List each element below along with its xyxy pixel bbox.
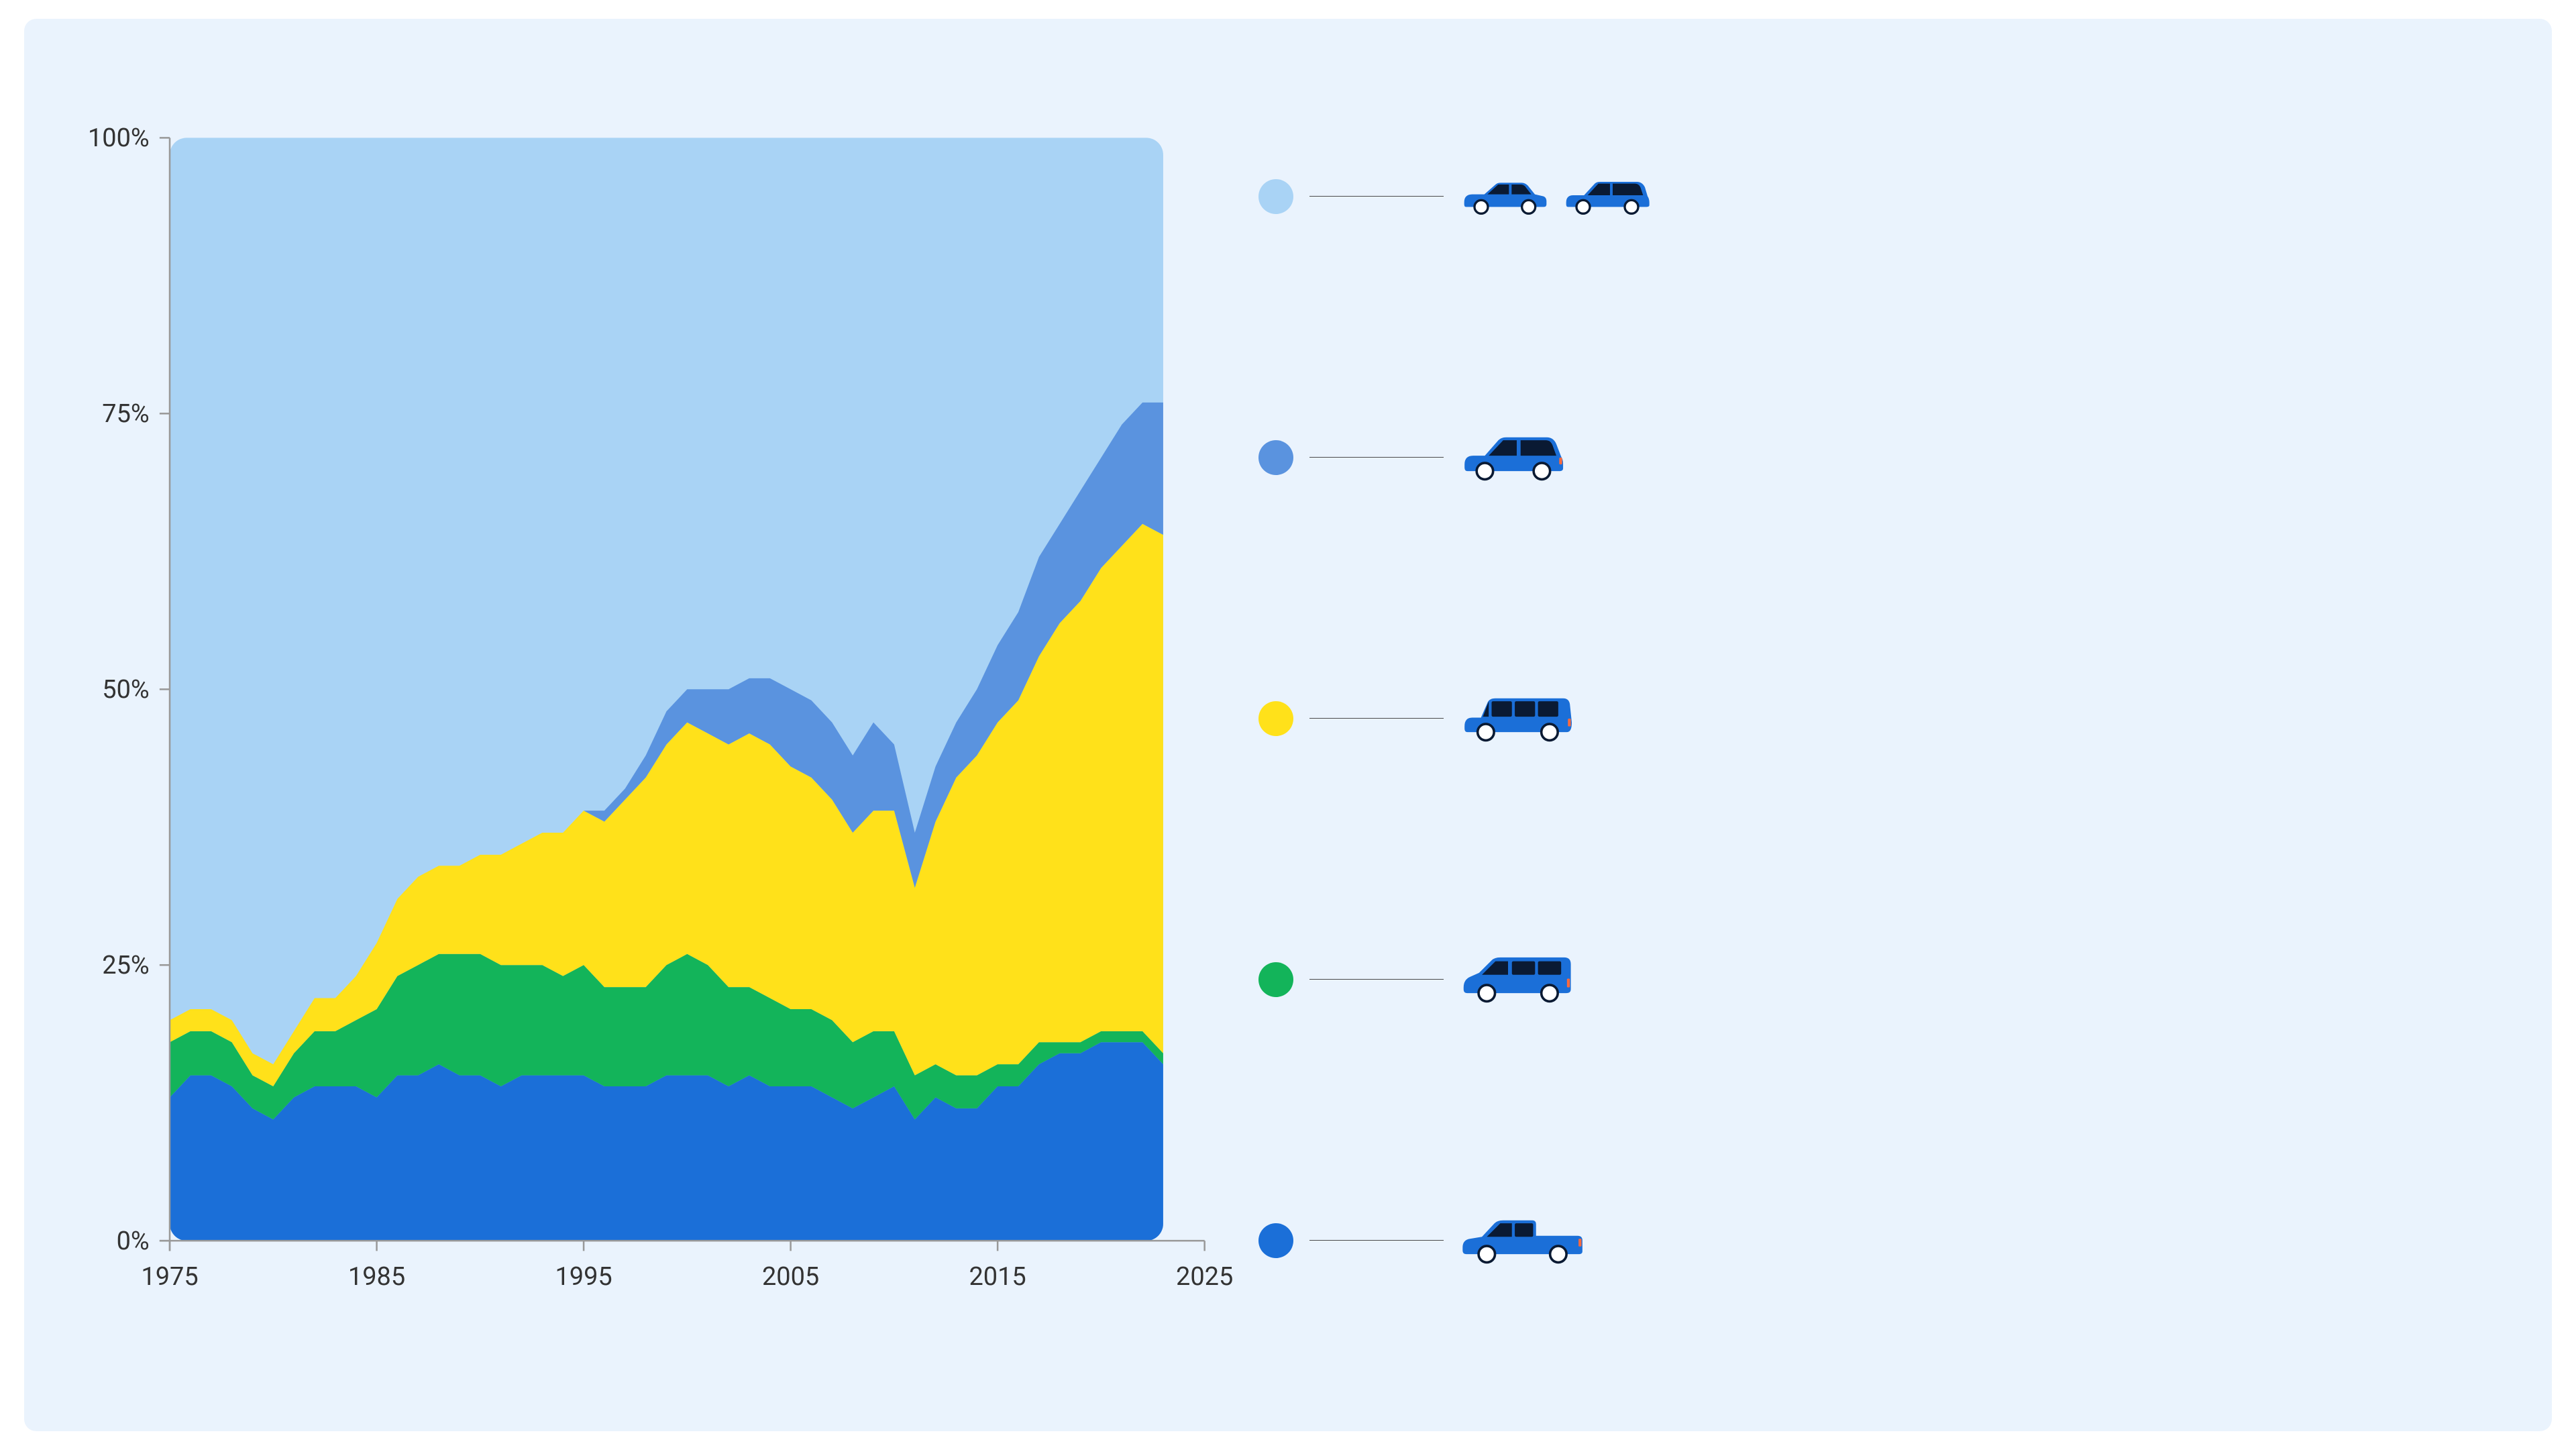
chart-pane: 0% 25% 50% 75% 100% 1975 1985 1995 2005 2015 2025 [51,52,1238,1411]
x-tick-label: 1985 [348,1262,405,1292]
legend-row-crossover [1258,431,2525,484]
x-tick-label: 1995 [555,1262,612,1292]
card: 0% 25% 50% 75% 100% 1975 1985 1995 2005 2015 2025 [24,19,2552,1431]
legend-leader [1309,1240,1444,1241]
pickup-icon [1460,1216,1585,1265]
legend-row-minivan [1258,953,2525,1006]
crossover-icon [1460,433,1566,482]
y-tick-label: 0% [117,1227,150,1256]
legend-row-car [1258,170,2525,223]
stacked-area-chart: 0% 25% 50% 75% 100% 1975 1985 1995 2005 2015 2025 [51,52,1238,1411]
sedan-icon [1460,176,1549,217]
legend-vehicles-suv [1460,694,2525,743]
legend-leader [1309,718,1444,719]
legend-swatch-car [1258,179,1293,214]
minivan-icon [1460,955,1576,1004]
legend-row-suv [1258,692,2525,745]
y-tick-label: 75% [102,399,149,429]
y-tick-label: 100% [88,123,150,153]
legend-swatch-minivan [1258,962,1293,997]
legend-swatch-suv [1258,701,1293,736]
x-tick-label: 2025 [1176,1262,1233,1292]
legend-swatch-crossover [1258,440,1293,475]
legend-swatch-pickup [1258,1223,1293,1258]
legend-leader [1309,457,1444,458]
wagon-icon [1562,176,1651,217]
legend-vehicles-car [1460,176,2525,217]
x-tick-label: 1975 [141,1262,198,1292]
x-tick-label: 2005 [762,1262,819,1292]
x-tick-label: 2015 [969,1262,1026,1292]
suv-icon [1460,694,1576,743]
legend-vehicles-pickup [1460,1216,2525,1265]
y-tick-label: 50% [102,675,149,705]
legend-row-pickup [1258,1214,2525,1267]
y-tick-label: 25% [102,951,149,980]
legend-pane [1238,52,2525,1411]
legend-vehicles-minivan [1460,955,2525,1004]
legend-vehicles-crossover [1460,433,2525,482]
legend-leader [1309,979,1444,980]
legend-leader [1309,196,1444,197]
